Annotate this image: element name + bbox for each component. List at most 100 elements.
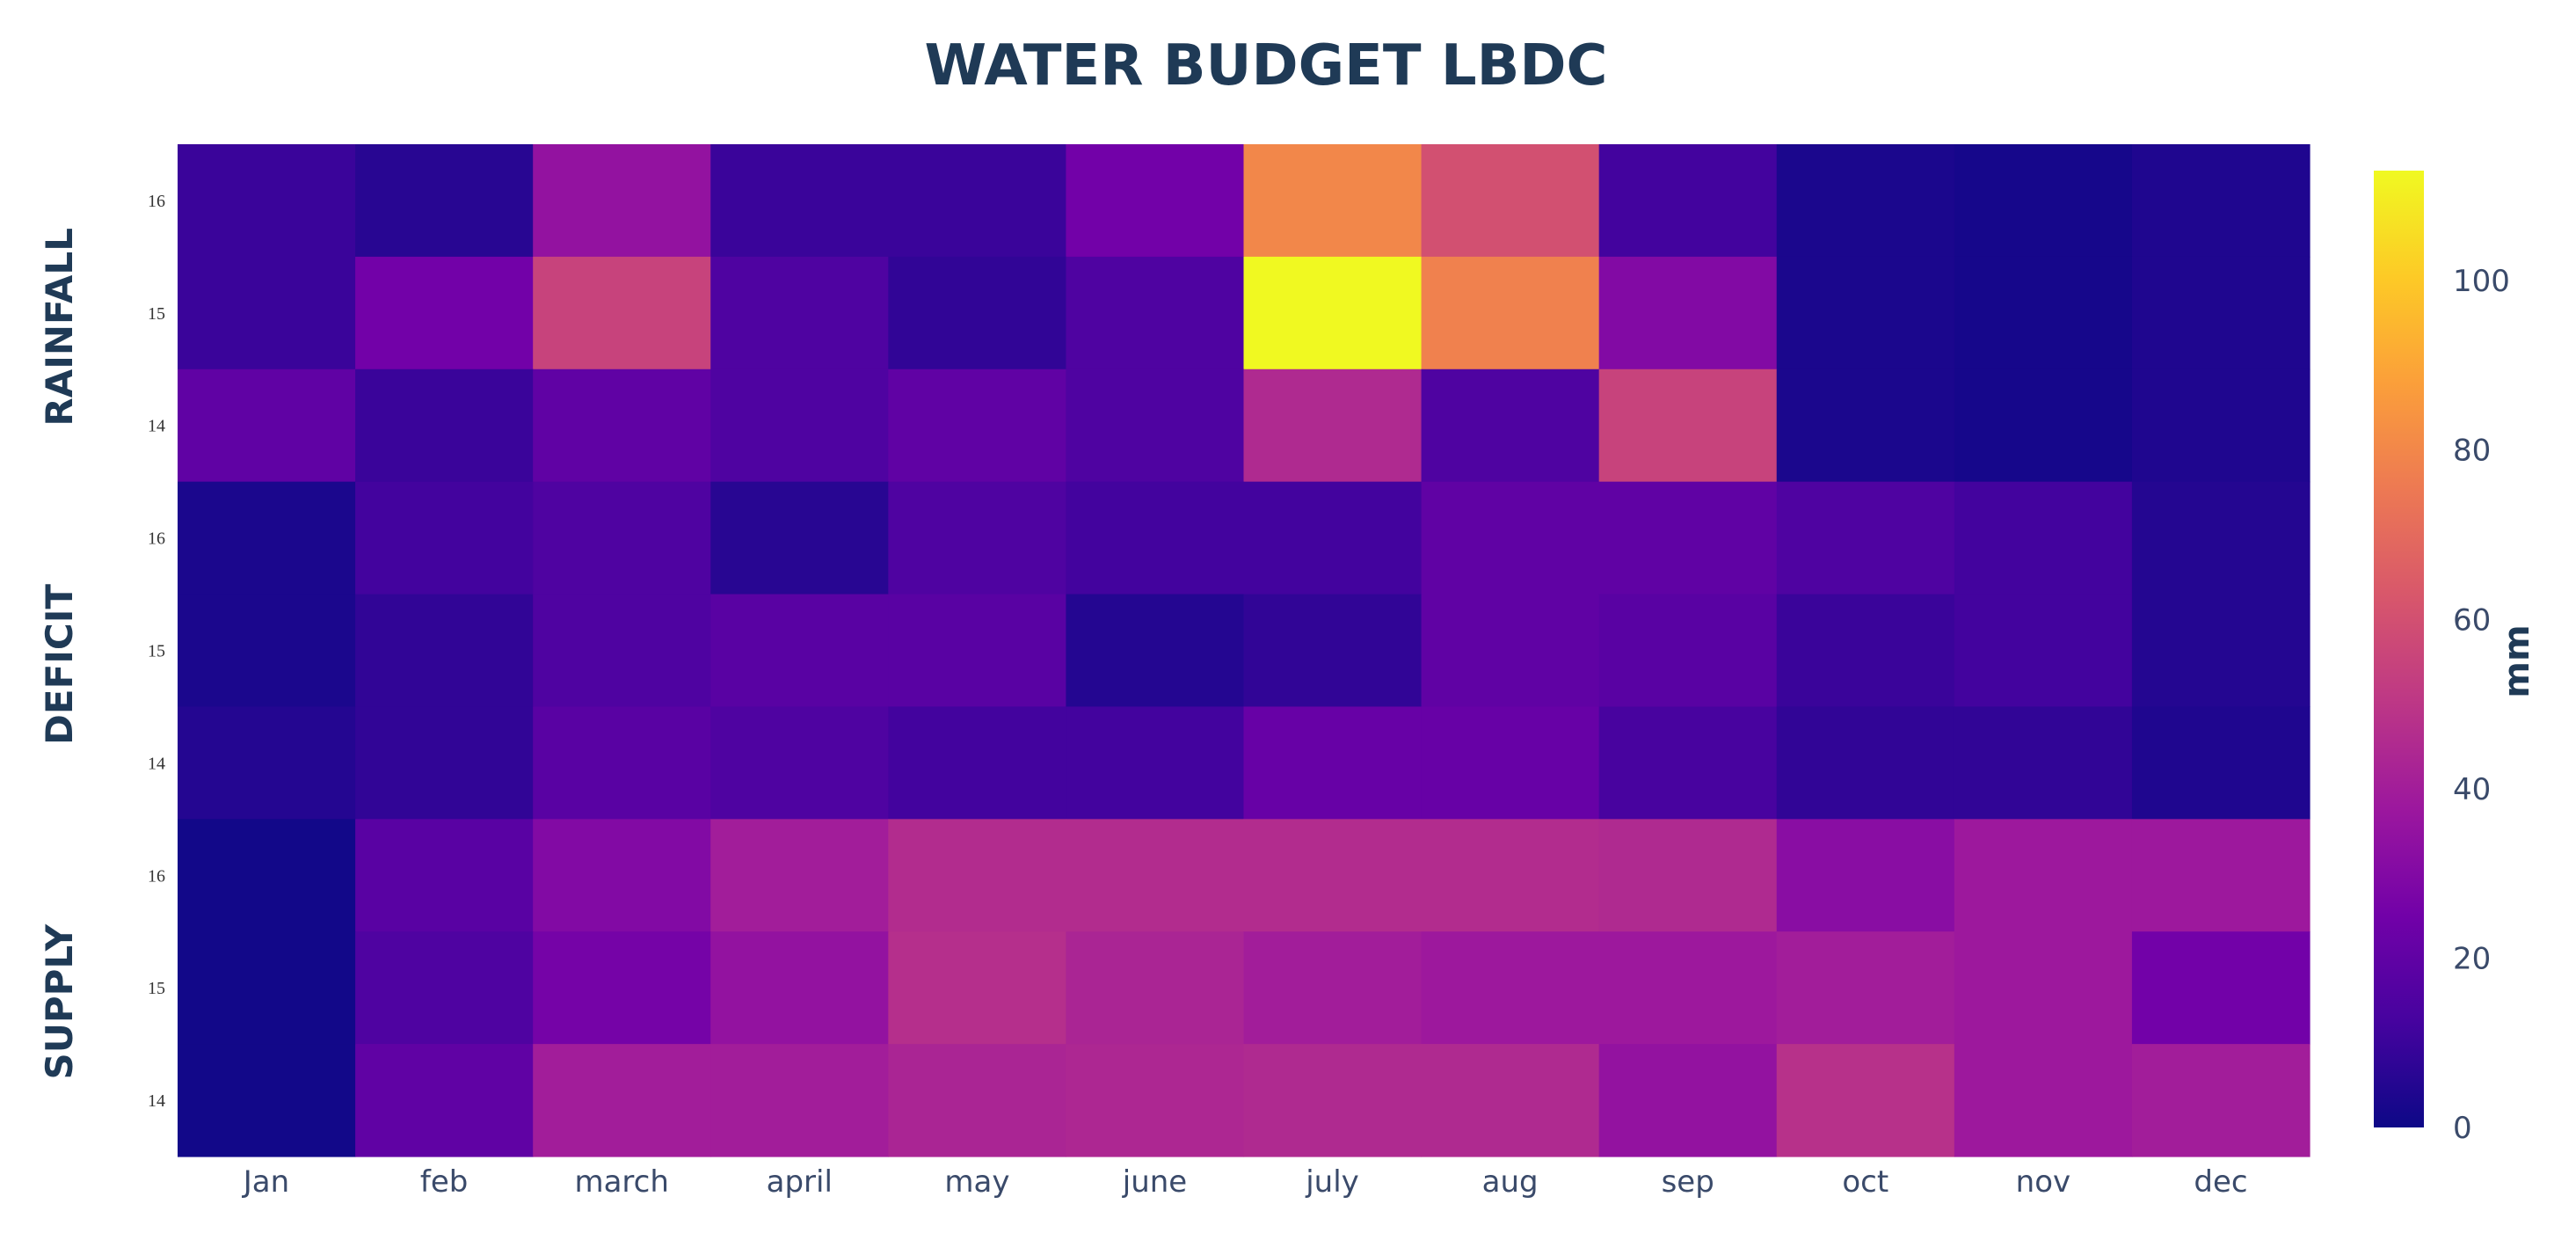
heatmap-cell (178, 819, 356, 932)
heatmap-cell (1776, 1044, 1955, 1157)
heatmap-cell (1066, 256, 1245, 370)
heatmap-cell (1598, 594, 1778, 708)
row-tick-label: 14 (148, 1091, 165, 1111)
heatmap-cell (1243, 594, 1423, 708)
heatmap-cell (533, 931, 711, 1045)
colorbar-tick-label: 0 (2453, 1111, 2472, 1146)
heatmap-cell (1598, 706, 1778, 820)
heatmap-cell (710, 481, 889, 595)
heatmap-cell (1954, 256, 2133, 370)
group-label: DEFICIT (38, 584, 81, 745)
heatmap-cell (1421, 368, 1600, 483)
heatmap-cell (888, 481, 1067, 595)
heatmap-cell (355, 819, 534, 932)
heatmap-cell (2131, 931, 2310, 1045)
heatmap-cell (355, 931, 534, 1045)
heatmap-cell (1243, 256, 1423, 370)
heatmap-cell (1243, 706, 1423, 820)
heatmap-cell (888, 819, 1067, 932)
heatmap-cell (1598, 1044, 1778, 1157)
row-tick-label: 15 (148, 979, 165, 998)
month-tick-label: nov (2016, 1164, 2070, 1200)
heatmap-cell (710, 594, 889, 708)
colorbar-tick-label: 60 (2453, 602, 2491, 638)
heatmap-cell (888, 1044, 1067, 1157)
heatmap-cell (533, 1044, 711, 1157)
heatmap-cell (710, 256, 889, 370)
month-tick-label: april (767, 1164, 833, 1200)
heatmap-cell (1066, 1044, 1245, 1157)
heatmap-cell (2131, 819, 2310, 932)
heatmap-cell (710, 931, 889, 1045)
heatmap-cell (1243, 481, 1423, 595)
colorbar-tick-label: 20 (2453, 941, 2491, 976)
heatmap-cell (533, 594, 711, 708)
heatmap-cell (888, 931, 1067, 1045)
heatmap-cell (1776, 931, 1955, 1045)
heatmap-cell (710, 819, 889, 932)
month-tick-label: oct (1842, 1164, 1888, 1200)
heatmap-cell (1421, 706, 1600, 820)
heatmap-cell (1598, 931, 1778, 1045)
row-tick-label: 16 (148, 866, 165, 886)
heatmap-cell (1421, 1044, 1600, 1157)
heatmap-cell (1776, 594, 1955, 708)
heatmap-cell (2131, 706, 2310, 820)
heatmap-cell (1421, 144, 1600, 258)
heatmap-cell (1066, 368, 1245, 483)
heatmap-cell (1421, 931, 1600, 1045)
heatmap-cell (355, 594, 534, 708)
month-tick-label: sep (1662, 1164, 1714, 1200)
month-tick-label: dec (2194, 1164, 2247, 1200)
row-tick-label: 15 (148, 304, 165, 324)
colorbar-tick-label: 40 (2453, 772, 2491, 807)
heatmap-cell (1954, 594, 2133, 708)
heatmap-cell (1954, 1044, 2133, 1157)
heatmap-cell (2131, 256, 2310, 370)
heatmap-cell (2131, 1044, 2310, 1157)
heatmap-cell (1776, 256, 1955, 370)
heatmap-cell (178, 368, 356, 483)
heatmap-cell (1421, 481, 1600, 595)
heatmap-cell (710, 706, 889, 820)
heatmap-cell (1598, 144, 1778, 258)
heatmap-cell (355, 706, 534, 820)
heatmap-cell (533, 819, 711, 932)
heatmap-cell (2131, 144, 2310, 258)
heatmap-cell (1598, 481, 1778, 595)
heatmap-cell (178, 481, 356, 595)
heatmap-cell (2131, 594, 2310, 708)
heatmap-cell (888, 256, 1067, 370)
heatmap-cell (710, 144, 889, 258)
colorbar (2374, 171, 2424, 1127)
heatmap-cell (1954, 931, 2133, 1045)
heatmap-cell (533, 256, 711, 370)
month-tick-label: july (1305, 1164, 1359, 1200)
heatmap-cell (178, 931, 356, 1045)
group-label: SUPPLY (38, 923, 81, 1079)
heatmap-cell (533, 144, 711, 258)
heatmap-cell (888, 594, 1067, 708)
heatmap-cell (1066, 819, 1245, 932)
heatmap-cell (710, 1044, 889, 1157)
month-tick-label: june (1122, 1164, 1187, 1200)
heatmap-cell (178, 706, 356, 820)
heatmap-cell (1243, 819, 1423, 932)
heatmap-cell (1066, 931, 1245, 1045)
heatmap-cell (355, 144, 534, 258)
chart-title: WATER BUDGET LBDC (924, 33, 1608, 98)
heatmap-cell (1243, 368, 1423, 483)
heatmap-cell (1598, 256, 1778, 370)
heatmap-cell (1066, 144, 1245, 258)
month-tick-label: may (944, 1164, 1009, 1200)
heatmap-cell (1066, 481, 1245, 595)
heatmap-cell (1954, 144, 2133, 258)
row-tick-label: 16 (148, 192, 165, 211)
heatmap-cell (888, 144, 1067, 258)
colorbar-tick-label: 80 (2453, 434, 2491, 469)
heatmap-cell (355, 256, 534, 370)
row-tick-label: 15 (148, 642, 165, 661)
month-tick-label: feb (420, 1164, 468, 1200)
heatmap-cell (888, 368, 1067, 483)
